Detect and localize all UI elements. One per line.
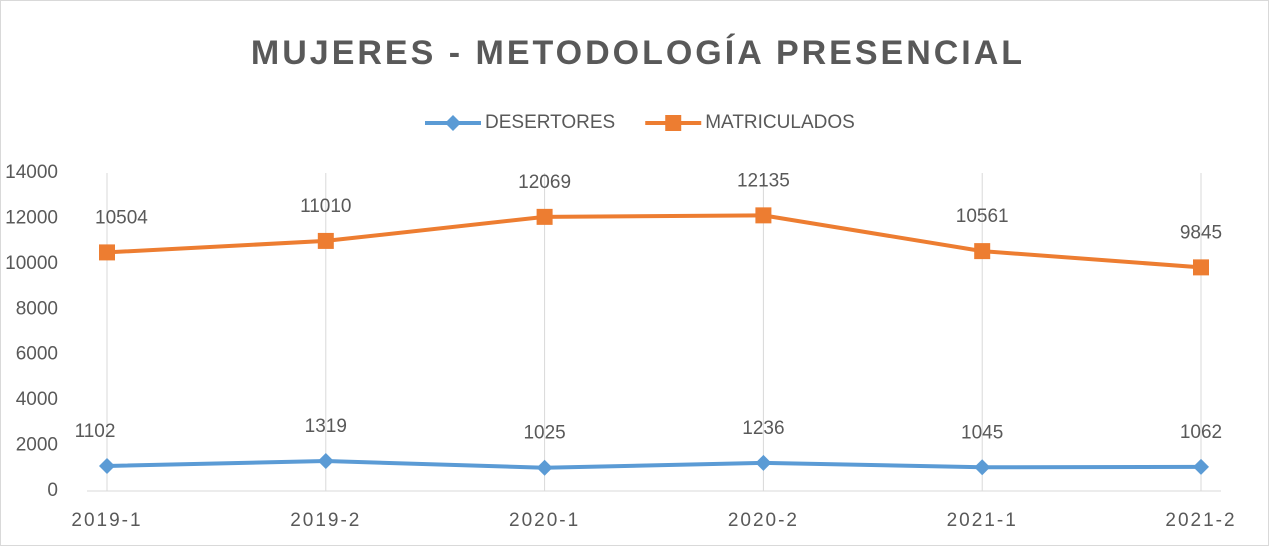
point-marker — [536, 459, 553, 476]
x-tick-label: 2020-1 — [509, 510, 580, 531]
point-marker — [536, 208, 553, 225]
data-label: 1045 — [961, 422, 1003, 443]
data-label: 11010 — [300, 196, 351, 217]
point-marker — [99, 244, 115, 261]
y-tick-label: 0 — [47, 480, 58, 501]
data-label: 12069 — [518, 172, 571, 193]
y-tick-label: 4000 — [16, 389, 58, 410]
data-label: 12135 — [737, 170, 790, 191]
y-tick-label: 8000 — [16, 298, 58, 319]
data-label: 10561 — [956, 206, 1009, 227]
point-marker — [974, 243, 991, 260]
y-tick-label: 10000 — [5, 253, 58, 274]
data-label: 10504 — [95, 207, 148, 228]
x-tick-label: 2019-1 — [71, 510, 142, 531]
data-label: 1062 — [1180, 422, 1222, 443]
chart-title: MUJERES - METODOLOGÍA PRESENCIAL — [251, 34, 1025, 72]
data-label: 9845 — [1180, 222, 1222, 243]
x-tick-label: 2019-2 — [290, 510, 361, 531]
point-marker — [1193, 259, 1209, 276]
data-label: 1025 — [523, 423, 565, 444]
point-marker — [1193, 458, 1209, 475]
legend-label: MATRICULADOS — [705, 112, 855, 133]
y-tick-label: 12000 — [5, 207, 58, 228]
legend-marker — [445, 115, 461, 131]
legend-marker — [665, 115, 682, 131]
point-marker — [755, 454, 772, 471]
point-marker — [755, 207, 772, 224]
point-marker — [317, 232, 334, 249]
series-line — [106, 459, 1202, 470]
y-tick-label: 14000 — [5, 162, 58, 183]
data-label: 1319 — [305, 416, 347, 437]
y-tick-label: 2000 — [16, 435, 58, 456]
data-label: 1102 — [75, 421, 116, 442]
x-tick-label: 2021-1 — [947, 510, 1018, 531]
point-marker — [974, 459, 991, 476]
x-tick-label: 2021-2 — [1165, 510, 1236, 531]
legend-label: DESERTORES — [485, 112, 615, 133]
x-tick-label: 2020-2 — [728, 510, 799, 531]
series-line — [106, 213, 1202, 270]
point-marker — [317, 453, 334, 470]
point-marker — [99, 457, 115, 474]
data-label: 1236 — [742, 418, 784, 439]
y-tick-label: 6000 — [16, 344, 58, 365]
